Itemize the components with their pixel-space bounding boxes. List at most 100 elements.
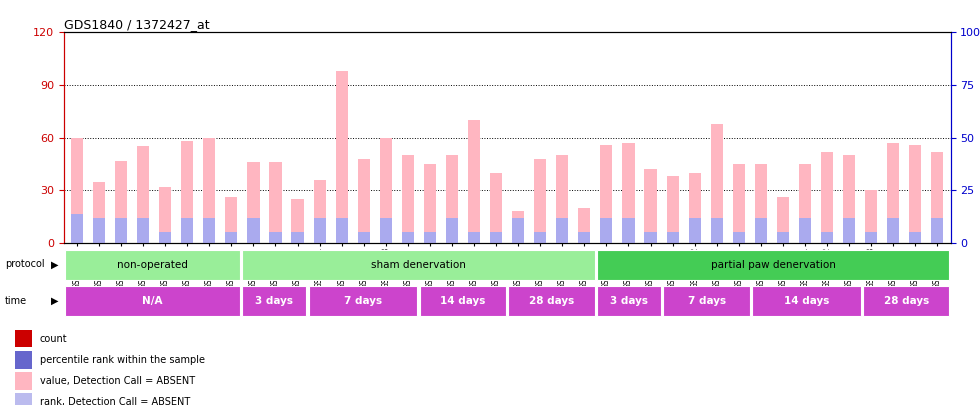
Bar xyxy=(710,124,723,243)
Bar xyxy=(159,232,171,243)
Bar xyxy=(137,147,149,243)
Text: 28 days: 28 days xyxy=(884,296,929,306)
Bar xyxy=(291,199,304,243)
Bar xyxy=(335,218,348,243)
Bar xyxy=(578,232,590,243)
Bar xyxy=(663,286,750,316)
Bar xyxy=(270,162,281,243)
Text: protocol: protocol xyxy=(5,260,44,269)
Text: time: time xyxy=(5,296,27,306)
Bar xyxy=(71,213,83,243)
Text: percentile rank within the sample: percentile rank within the sample xyxy=(39,355,205,364)
Text: 7 days: 7 days xyxy=(688,296,726,306)
Bar xyxy=(358,159,369,243)
Bar xyxy=(402,232,414,243)
Bar xyxy=(419,286,506,316)
Bar xyxy=(203,138,216,243)
Text: partial paw denervation: partial paw denervation xyxy=(710,260,836,270)
Bar xyxy=(446,155,458,243)
Bar xyxy=(597,286,662,316)
Bar xyxy=(909,232,921,243)
Bar xyxy=(909,145,921,243)
Bar xyxy=(799,164,811,243)
Bar xyxy=(645,232,657,243)
Bar xyxy=(931,218,944,243)
Bar xyxy=(755,218,767,243)
Text: non-operated: non-operated xyxy=(117,260,188,270)
Bar xyxy=(115,218,127,243)
Bar xyxy=(863,286,950,316)
Bar xyxy=(247,218,260,243)
Text: 28 days: 28 days xyxy=(529,296,574,306)
Bar xyxy=(225,232,237,243)
Bar xyxy=(379,138,392,243)
Bar xyxy=(645,169,657,243)
Bar xyxy=(490,173,502,243)
Bar xyxy=(468,120,480,243)
Bar xyxy=(247,162,260,243)
Text: 14 days: 14 days xyxy=(784,296,829,306)
Bar xyxy=(314,180,325,243)
Bar xyxy=(424,164,436,243)
Bar xyxy=(710,218,723,243)
Text: 3 days: 3 days xyxy=(611,296,648,306)
Text: ▶: ▶ xyxy=(51,260,59,269)
Bar xyxy=(65,286,240,316)
Bar xyxy=(622,218,635,243)
Bar xyxy=(753,286,860,316)
Bar xyxy=(689,218,701,243)
Bar xyxy=(821,152,833,243)
Bar xyxy=(557,218,568,243)
Bar xyxy=(821,232,833,243)
Bar xyxy=(622,143,635,243)
Bar xyxy=(534,232,546,243)
Bar xyxy=(15,372,32,390)
Bar xyxy=(666,176,679,243)
Bar xyxy=(314,218,325,243)
Bar xyxy=(93,181,105,243)
Bar xyxy=(777,197,789,243)
Bar xyxy=(557,155,568,243)
Bar xyxy=(15,351,32,369)
Bar xyxy=(513,211,524,243)
Bar xyxy=(71,138,83,243)
Bar xyxy=(181,218,193,243)
Text: ▶: ▶ xyxy=(51,296,59,306)
Bar xyxy=(65,250,240,280)
Text: GDS1840 / 1372427_at: GDS1840 / 1372427_at xyxy=(64,18,210,31)
Text: 7 days: 7 days xyxy=(344,296,382,306)
Bar xyxy=(513,218,524,243)
Bar xyxy=(402,155,414,243)
Text: sham denervation: sham denervation xyxy=(371,260,466,270)
Text: N/A: N/A xyxy=(142,296,163,306)
Bar xyxy=(733,164,745,243)
Bar xyxy=(137,218,149,243)
Bar xyxy=(270,232,281,243)
Bar xyxy=(15,330,32,347)
Bar xyxy=(931,152,944,243)
Bar xyxy=(468,232,480,243)
Bar xyxy=(733,232,745,243)
Bar xyxy=(424,232,436,243)
Bar xyxy=(865,232,877,243)
Bar xyxy=(15,393,32,405)
Bar xyxy=(203,218,216,243)
Bar xyxy=(115,160,127,243)
Bar xyxy=(534,159,546,243)
Bar xyxy=(843,155,856,243)
Bar xyxy=(93,218,105,243)
Bar xyxy=(509,286,595,316)
Bar xyxy=(601,145,612,243)
Text: 14 days: 14 days xyxy=(440,296,485,306)
Bar xyxy=(755,164,767,243)
Text: 3 days: 3 days xyxy=(256,296,293,306)
Bar xyxy=(242,250,595,280)
Bar xyxy=(887,143,900,243)
Bar xyxy=(887,218,900,243)
Text: count: count xyxy=(39,334,68,343)
Bar xyxy=(597,250,950,280)
Bar xyxy=(446,218,458,243)
Bar xyxy=(181,141,193,243)
Bar xyxy=(843,218,856,243)
Bar xyxy=(159,187,171,243)
